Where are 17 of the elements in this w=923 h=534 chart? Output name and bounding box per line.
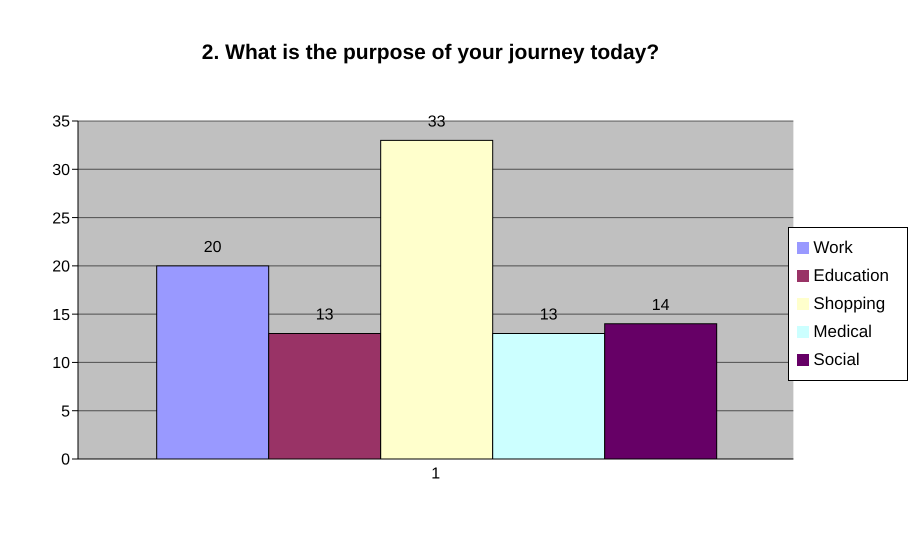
chart-title: 2. What is the purpose of your journey today? [200,40,660,66]
y-tick-label: 20 [52,258,70,276]
legend-label: Medical [813,322,872,340]
legend-label: Education [813,266,889,284]
data-label: 14 [652,296,670,314]
y-tick-label: 15 [52,306,70,324]
y-tick-label: 5 [61,403,70,420]
data-label: 20 [204,238,222,256]
y-tick-label: 25 [52,210,70,228]
y-tick-label: 0 [61,452,70,469]
y-tick-label: 35 [52,114,70,131]
y-tick-label: 10 [52,355,70,372]
y-tick-label: 30 [52,162,70,179]
legend-label: Work [813,238,853,256]
legend-label: Social [813,350,860,368]
x-tick-label: 1 [431,465,440,482]
legend-label: Shopping [813,294,886,312]
